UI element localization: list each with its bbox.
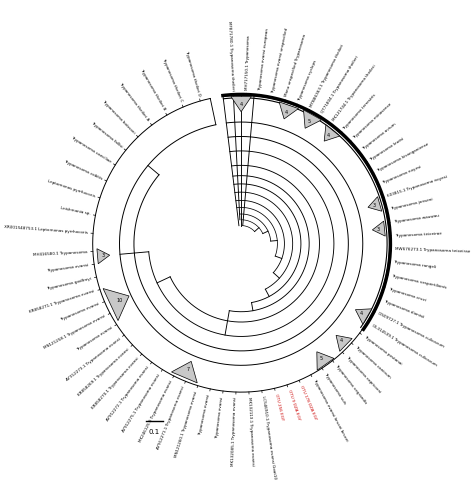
Text: AY912272.1 Trypanosoma evansi: AY912272.1 Trypanosoma evansi: [106, 366, 150, 422]
Text: Trypanosoma evansi brucei brucei: Trypanosoma evansi brucei brucei: [311, 378, 348, 442]
Text: XR001548753.1 Leptomonas pyrrhocoris: XR001548753.1 Leptomonas pyrrhocoris: [4, 225, 88, 235]
Text: Trypanosoma godfreyi: Trypanosoma godfreyi: [46, 276, 92, 290]
Text: Trypanosoma terrestris: Trypanosoma terrestris: [343, 92, 377, 130]
Text: 4: 4: [327, 134, 330, 138]
Polygon shape: [368, 196, 382, 211]
Text: Trypanosoma noyesi: Trypanosoma noyesi: [382, 165, 422, 186]
Text: 0.1: 0.1: [149, 429, 160, 435]
Text: Trypanosoma kisanganiense: Trypanosoma kisanganiense: [376, 142, 429, 173]
Text: Trypanosoma theileri D: Trypanosoma theileri D: [184, 50, 201, 96]
Text: Trypanosoma cyclops: Trypanosoma cyclops: [297, 60, 317, 102]
Text: Trypanosoma suis: Trypanosoma suis: [323, 372, 346, 404]
Text: Trypanosoma vespertilionis: Trypanosoma vespertilionis: [391, 274, 447, 289]
Text: Trypanosoma lewisi: Trypanosoma lewisi: [369, 136, 405, 162]
Text: 7: 7: [186, 367, 189, 372]
Text: OL314539.1 Trypanosoma culicavum: OL314539.1 Trypanosoma culicavum: [371, 324, 437, 367]
Text: 4: 4: [239, 102, 243, 106]
Text: OS09727.1 Trypanosoma culicavum: OS09727.1 Trypanosoma culicavum: [377, 312, 445, 349]
Text: LC546910.1 Trypanosoma evansi Goat10: LC546910.1 Trypanosoma evansi Goat10: [261, 396, 276, 479]
Text: Trypanosoma evansi unspecified: Trypanosoma evansi unspecified: [271, 27, 289, 94]
Text: Trypanosoma evansi european: Trypanosoma evansi european: [258, 28, 270, 92]
Text: MK132085.1 Trypanosoma evansi: MK132085.1 Trypanosoma evansi: [231, 398, 238, 466]
Text: 4: 4: [339, 338, 343, 342]
Text: MH416580.1 Trypanosoma: MH416580.1 Trypanosoma: [33, 250, 88, 256]
Text: Trypanosoma theileri B: Trypanosoma theileri B: [139, 68, 166, 112]
Text: KR858271.1 Trypanosoma evansi: KR858271.1 Trypanosoma evansi: [29, 290, 95, 314]
Text: Trypanosoma evansi: Trypanosoma evansi: [60, 302, 100, 322]
Text: Trypanosoma evansi: Trypanosoma evansi: [76, 326, 113, 352]
Polygon shape: [317, 352, 334, 370]
Text: 4: 4: [285, 110, 288, 114]
Text: Trypanosoma capricorni: Trypanosoma capricorni: [345, 355, 381, 394]
Text: KR858270.1 Trypanosoma evansi: KR858270.1 Trypanosoma evansi: [91, 356, 140, 410]
Text: Trypanosoma boissoni: Trypanosoma boissoni: [101, 99, 136, 134]
Polygon shape: [279, 102, 299, 119]
Text: 603815.1 Trypanosoma noyesi: 603815.1 Trypanosoma noyesi: [387, 175, 448, 198]
Text: Leptomonas pyrrhocoris: Leptomonas pyrrhocoris: [47, 179, 95, 198]
Text: 5: 5: [307, 119, 310, 124]
Text: MTB86363.1 Trypanosoma theileri: MTB86363.1 Trypanosoma theileri: [309, 43, 345, 108]
Polygon shape: [103, 288, 129, 320]
Text: Trypanosoma vegrandis: Trypanosoma vegrandis: [334, 364, 368, 405]
Text: OTU 178 DZA EGY: OTU 178 DZA EGY: [300, 384, 318, 420]
Text: AY912275.1 Trypanosoma evansi: AY912275.1 Trypanosoma evansi: [122, 373, 161, 432]
Text: Trypanosoma cobitis: Trypanosoma cobitis: [63, 159, 102, 180]
Text: Trypanosoma dionisii: Trypanosoma dionisii: [383, 300, 425, 320]
Text: QT71804.1 Trypanosoma theileri: QT71804.1 Trypanosoma theileri: [321, 56, 360, 114]
Text: KR858269.1 Trypanosoma evansi: KR858269.1 Trypanosoma evansi: [77, 347, 130, 397]
Polygon shape: [324, 125, 340, 141]
Text: MH717150.1 Trypanosoma: MH717150.1 Trypanosoma: [245, 36, 250, 90]
Text: Trypanosoma theileri C: Trypanosoma theileri C: [161, 58, 183, 103]
Polygon shape: [336, 336, 352, 351]
Text: Trypanosoma caeciliae: Trypanosoma caeciliae: [70, 136, 112, 164]
Text: OTU 256 EGY: OTU 256 EGY: [274, 393, 284, 420]
Text: Trypanosoma teixeirae: Trypanosoma teixeirae: [395, 231, 442, 237]
Polygon shape: [172, 362, 197, 383]
Text: OTU 9 DZA EGY: OTU 9 DZA EGY: [287, 390, 301, 421]
Text: MK246125.1 Trypanosoma evansi: MK246125.1 Trypanosoma evansi: [138, 380, 173, 443]
Polygon shape: [231, 96, 251, 112]
Text: 3: 3: [372, 203, 375, 208]
Text: Trypanosoma minasense: Trypanosoma minasense: [352, 102, 392, 141]
Text: 3: 3: [377, 227, 380, 232]
Text: 10: 10: [117, 298, 123, 303]
Text: Trypanosoma rangeli: Trypanosoma rangeli: [393, 260, 437, 270]
Text: AY912271.1 Trypanosoma evansi: AY912271.1 Trypanosoma evansi: [156, 386, 185, 450]
Text: 4: 4: [360, 310, 363, 316]
Text: Leishmania sp.: Leishmania sp.: [60, 206, 91, 216]
Text: Trypanosoma evansi: Trypanosoma evansi: [199, 394, 211, 436]
Text: Trypanosoma theileri A: Trypanosoma theileri A: [118, 82, 150, 122]
Polygon shape: [356, 309, 372, 324]
Polygon shape: [373, 221, 385, 236]
Text: MK121744.1 Trypanosoma theileri: MK121744.1 Trypanosoma theileri: [332, 64, 377, 122]
Polygon shape: [97, 248, 109, 264]
Text: Trypanosoma evansi: Trypanosoma evansi: [215, 396, 224, 438]
Text: MF871780.1 Trypanosoma theileri: MF871780.1 Trypanosoma theileri: [228, 20, 235, 90]
Text: MN121260.1 Trypanosoma evansi: MN121260.1 Trypanosoma evansi: [174, 390, 198, 458]
Text: Manu unspecified Trypanosoma: Manu unspecified Trypanosoma: [284, 34, 307, 97]
Text: MW676273.1 Trypanosoma teixeirae: MW676273.1 Trypanosoma teixeirae: [395, 247, 470, 254]
Text: 3: 3: [102, 253, 105, 258]
Text: Trypanosoma avium: Trypanosoma avium: [361, 122, 396, 150]
Text: Trypanosoma evansi: Trypanosoma evansi: [47, 263, 89, 273]
Text: MN121258.1 Trypanosoma evansi: MN121258.1 Trypanosoma evansi: [43, 314, 106, 350]
Text: MK132113.1 Trypanosoma evansi: MK132113.1 Trypanosoma evansi: [247, 397, 255, 466]
Text: AY312273.1 Trypanosoma evansi: AY312273.1 Trypanosoma evansi: [65, 337, 121, 382]
Text: Trypanosoma caninum: Trypanosoma caninum: [354, 345, 392, 380]
Text: Trypanosoma cruzi: Trypanosoma cruzi: [388, 286, 426, 302]
Text: Trypanosoma pestanai: Trypanosoma pestanai: [363, 334, 402, 366]
Polygon shape: [303, 110, 321, 128]
Text: Trypanosoma fallisi: Trypanosoma fallisi: [90, 120, 123, 148]
Text: 5: 5: [319, 356, 323, 360]
Text: Trypanosoma wauwau: Trypanosoma wauwau: [393, 214, 439, 224]
Text: Trypanosoma janseni: Trypanosoma janseni: [391, 198, 434, 211]
